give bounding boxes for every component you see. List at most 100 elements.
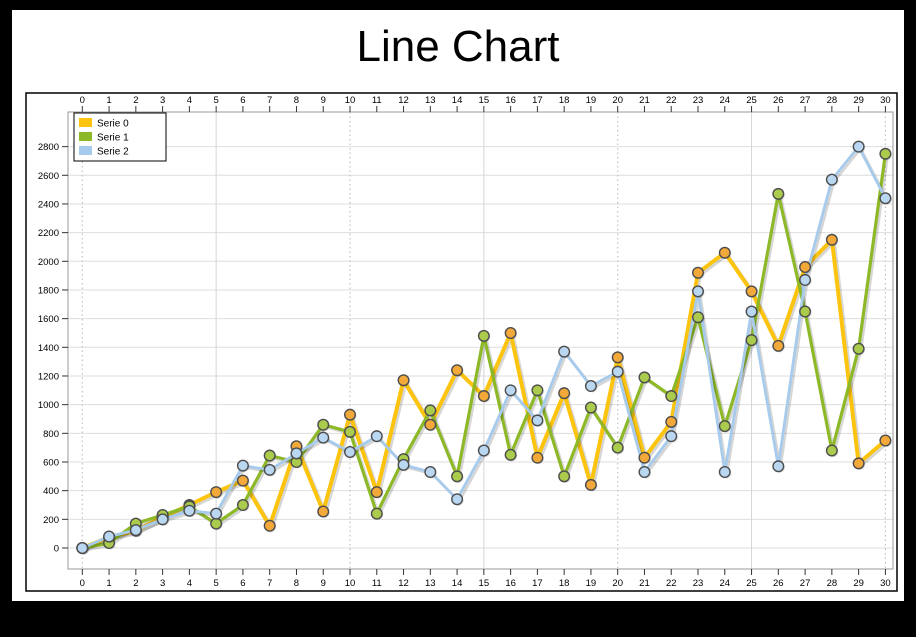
serie-1-marker-7 bbox=[263, 449, 276, 462]
serie-1-marker-21 bbox=[638, 371, 651, 384]
x-bottom-label-23: 23 bbox=[693, 578, 704, 589]
gridlines bbox=[68, 112, 893, 569]
x-bottom-label-17: 17 bbox=[532, 578, 543, 589]
serie-2-marker-8 bbox=[290, 447, 303, 460]
x-top-label-9: 9 bbox=[321, 95, 326, 106]
serie-0-marker-19 bbox=[584, 478, 597, 491]
y-label-0: 0 bbox=[54, 544, 59, 555]
x-bottom-label-24: 24 bbox=[719, 578, 730, 589]
serie-2-marker-19 bbox=[584, 380, 597, 393]
serie-1-marker-13 bbox=[424, 404, 437, 417]
x-top-label-19: 19 bbox=[586, 95, 597, 106]
serie-2-marker-21 bbox=[638, 466, 651, 479]
serie-0-marker-11 bbox=[370, 486, 383, 499]
serie-0-marker-29 bbox=[852, 457, 865, 470]
x-bottom-label-10: 10 bbox=[345, 578, 356, 589]
serie-2-marker-7 bbox=[263, 463, 276, 476]
serie-2-marker-16 bbox=[504, 384, 517, 397]
x-top-label-12: 12 bbox=[398, 95, 409, 106]
serie-0-marker-17 bbox=[531, 451, 544, 464]
x-bottom-label-2: 2 bbox=[133, 578, 138, 589]
serie-2-marker-20 bbox=[611, 365, 624, 378]
x-top-label-23: 23 bbox=[693, 95, 704, 106]
x-bottom-label-8: 8 bbox=[294, 578, 299, 589]
legend-label-2: Serie 2 bbox=[97, 147, 129, 158]
serie-0-marker-16 bbox=[504, 326, 517, 339]
serie-0-marker-27 bbox=[799, 261, 812, 274]
x-top-label-7: 7 bbox=[267, 95, 272, 106]
x-bottom-label-3: 3 bbox=[160, 578, 165, 589]
serie-1-marker-20 bbox=[611, 441, 624, 454]
serie-2-marker-9 bbox=[317, 431, 330, 444]
serie-1-marker-19 bbox=[584, 401, 597, 414]
serie-0-marker-13 bbox=[424, 418, 437, 431]
x-top-label-11: 11 bbox=[372, 95, 382, 106]
serie-1-marker-6 bbox=[236, 498, 249, 511]
x-axis-top: 0 1 2 3 4 5 6 7 8 9 10 11 12 13 14 15 16 17 18 19 20 21 22 23 24… bbox=[80, 95, 891, 112]
y-label-2000: 2000 bbox=[38, 257, 59, 268]
legend-label-0: Serie 0 bbox=[97, 119, 129, 130]
x-axis-bottom: 0 1 2 3 4 5 6 7 8 9 10 11 12 13 14 15 16 17 18 19 20 21 22 23 24… bbox=[80, 569, 891, 589]
serie-2-marker-29 bbox=[852, 140, 865, 153]
serie-0-marker-10 bbox=[344, 408, 357, 421]
y-label-1400: 1400 bbox=[38, 343, 59, 354]
x-top-label-1: 1 bbox=[106, 95, 111, 106]
serie-0-marker-15 bbox=[477, 390, 490, 403]
x-bottom-label-13: 13 bbox=[425, 578, 436, 589]
y-label-1200: 1200 bbox=[38, 371, 59, 382]
x-bottom-label-6: 6 bbox=[240, 578, 245, 589]
x-top-label-6: 6 bbox=[240, 95, 245, 106]
x-top-label-24: 24 bbox=[719, 95, 730, 106]
serie-2-marker-18 bbox=[558, 345, 571, 358]
serie-1-marker-15 bbox=[477, 329, 490, 342]
x-bottom-label-0: 0 bbox=[80, 578, 85, 589]
x-bottom-label-1: 1 bbox=[106, 578, 111, 589]
x-top-label-20: 20 bbox=[612, 95, 623, 106]
serie-2-marker-30 bbox=[879, 192, 892, 205]
serie-2-marker-15 bbox=[477, 444, 490, 457]
x-top-label-8: 8 bbox=[294, 95, 299, 106]
x-bottom-label-22: 22 bbox=[666, 578, 677, 589]
serie-1-marker-23 bbox=[692, 311, 705, 324]
serie-2-marker-3 bbox=[156, 513, 169, 526]
serie-2-marker-11 bbox=[370, 430, 383, 443]
serie-1-marker-30 bbox=[879, 147, 892, 160]
y-label-600: 600 bbox=[43, 457, 59, 468]
x-top-label-10: 10 bbox=[345, 95, 356, 106]
x-top-label-4: 4 bbox=[187, 95, 192, 106]
x-bottom-label-20: 20 bbox=[612, 578, 623, 589]
x-top-label-21: 21 bbox=[639, 95, 650, 106]
y-label-2600: 2600 bbox=[38, 171, 59, 182]
x-bottom-label-25: 25 bbox=[746, 578, 757, 589]
serie-2-marker-1 bbox=[103, 530, 116, 543]
legend-swatch-1 bbox=[79, 132, 92, 141]
legend: Serie 0 Serie 1 Serie 2 bbox=[73, 112, 167, 162]
y-label-1800: 1800 bbox=[38, 285, 59, 296]
x-bottom-label-5: 5 bbox=[214, 578, 219, 589]
serie-1-marker-22 bbox=[665, 390, 678, 403]
plot-border bbox=[67, 111, 894, 570]
legend-swatch-2 bbox=[79, 146, 92, 155]
serie-2-marker-28 bbox=[825, 173, 838, 186]
serie-0-marker-9 bbox=[317, 505, 330, 518]
x-top-label-30: 30 bbox=[880, 95, 891, 106]
serie-0-marker-14 bbox=[451, 364, 464, 377]
serie-1-marker-24 bbox=[718, 420, 731, 433]
x-top-label-27: 27 bbox=[800, 95, 811, 106]
serie-2-marker-14 bbox=[451, 493, 464, 506]
serie-0-marker-23 bbox=[692, 266, 705, 279]
serie-1-marker-27 bbox=[799, 305, 812, 318]
serie-2-marker-6 bbox=[236, 459, 249, 472]
serie-2-marker-22 bbox=[665, 430, 678, 443]
y-label-2400: 2400 bbox=[38, 199, 59, 210]
x-bottom-label-28: 28 bbox=[827, 578, 838, 589]
serie-0-marker-6 bbox=[236, 474, 249, 487]
serie-0-marker-22 bbox=[665, 415, 678, 428]
x-top-label-29: 29 bbox=[853, 95, 864, 106]
x-top-label-13: 13 bbox=[425, 95, 436, 106]
x-bottom-label-9: 9 bbox=[321, 578, 326, 589]
x-bottom-label-4: 4 bbox=[187, 578, 192, 589]
x-bottom-label-14: 14 bbox=[452, 578, 463, 589]
x-top-label-2: 2 bbox=[133, 95, 138, 106]
